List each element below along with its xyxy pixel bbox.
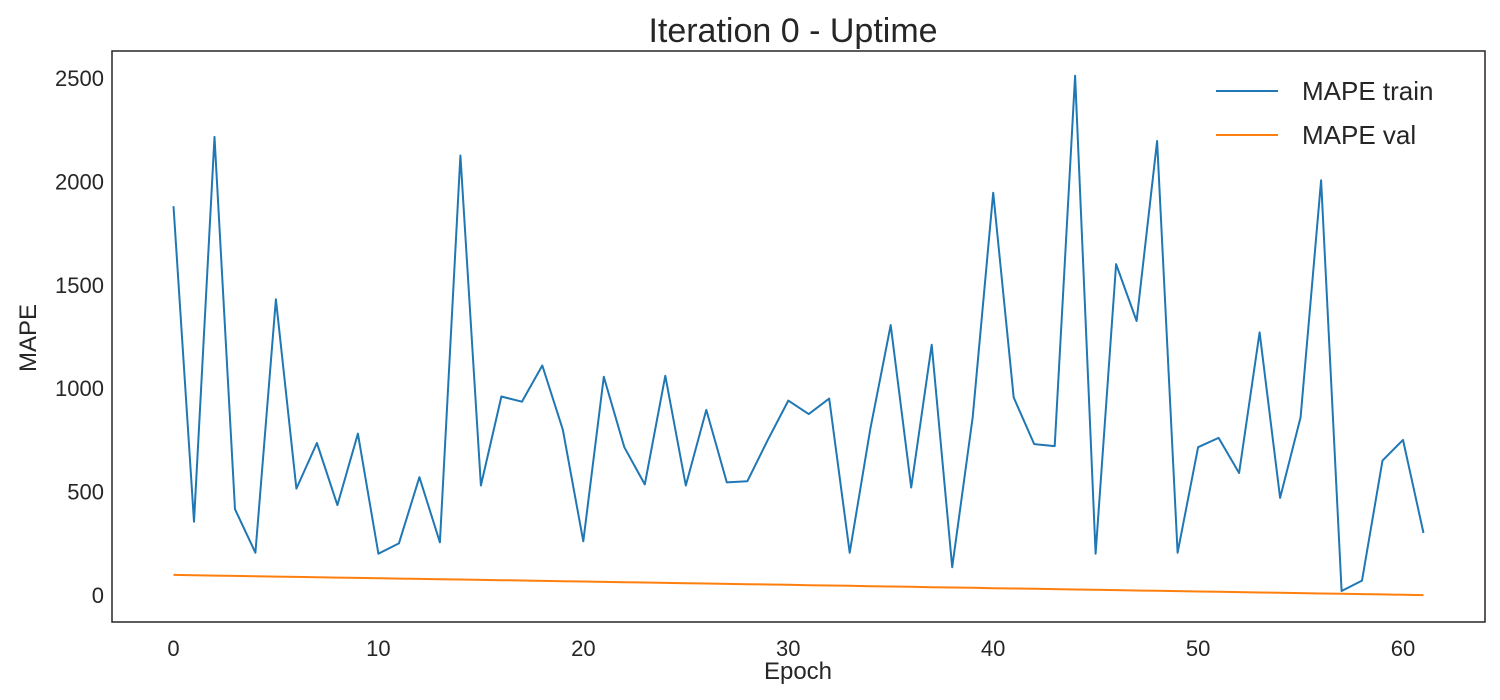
series-line-train — [172, 74, 1425, 592]
x-tick-label: 10 — [366, 636, 390, 661]
series-line-val — [173, 573, 1424, 597]
y-tick-label: 500 — [67, 480, 104, 505]
y-tick-label: 1500 — [55, 273, 104, 298]
y-tick-label: 2500 — [55, 66, 104, 91]
series-group — [172, 74, 1425, 597]
x-tick-label: 30 — [776, 636, 800, 661]
axis-ticks: 0 10 20 30 40 50 60 0 500 1000 1500 2000 2500 — [55, 66, 1415, 661]
y-tick-label: 0 — [92, 583, 104, 608]
y-axis-label: MAPE — [15, 304, 42, 372]
x-tick-label: 20 — [571, 636, 595, 661]
x-tick-label: 60 — [1391, 636, 1415, 661]
y-tick-label: 2000 — [55, 169, 104, 194]
x-tick-label: 50 — [1186, 636, 1210, 661]
x-tick-label: 40 — [981, 636, 1005, 661]
chart-title: Iteration 0 - Uptime — [648, 12, 937, 50]
x-axis-label: Epoch — [764, 658, 832, 685]
legend-label: MAPE val — [1302, 120, 1416, 150]
plot-area — [111, 50, 1486, 623]
x-tick-label: 0 — [167, 636, 179, 661]
y-tick-label: 1000 — [55, 376, 104, 401]
legend: MAPE train MAPE val — [1216, 76, 1434, 150]
legend-label: MAPE train — [1302, 76, 1434, 106]
